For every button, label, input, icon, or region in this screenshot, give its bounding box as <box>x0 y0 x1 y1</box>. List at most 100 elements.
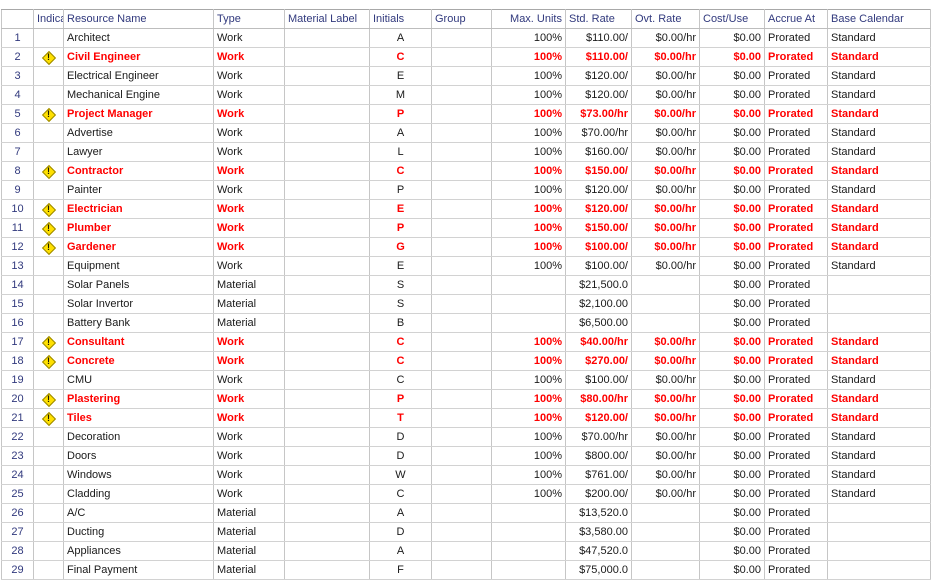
cell-std_rate[interactable]: $100.00/ <box>565 256 632 276</box>
cell-std_rate[interactable]: $120.00/ <box>565 199 632 219</box>
cell-ovt_rate[interactable]: $0.00/hr <box>631 237 700 257</box>
cell-base_calendar[interactable]: Standard <box>827 332 931 352</box>
cell-base_calendar[interactable]: Standard <box>827 370 931 390</box>
cell-material_label[interactable] <box>284 522 370 542</box>
cell-ovt_rate[interactable]: $0.00/hr <box>631 465 700 485</box>
cell-max_units[interactable] <box>491 541 566 561</box>
cell-std_rate[interactable]: $6,500.00 <box>565 313 632 333</box>
cell-ovt_rate[interactable]: $0.00/hr <box>631 180 700 200</box>
column-header-initials[interactable]: Initials <box>369 9 432 29</box>
cell-std_rate[interactable]: $40.00/hr <box>565 332 632 352</box>
cell-accrue_at[interactable]: Prorated <box>764 85 828 105</box>
indicator-cell[interactable] <box>33 180 64 200</box>
cell-name[interactable]: Solar Panels <box>63 275 214 295</box>
cell-accrue_at[interactable]: Prorated <box>764 256 828 276</box>
cell-material_label[interactable] <box>284 427 370 447</box>
cell-base_calendar[interactable]: Standard <box>827 237 931 257</box>
cell-cost_use[interactable]: $0.00 <box>699 389 765 409</box>
cell-cost_use[interactable]: $0.00 <box>699 351 765 371</box>
cell-group[interactable] <box>431 66 492 86</box>
cell-cost_use[interactable]: $0.00 <box>699 294 765 314</box>
cell-name[interactable]: Gardener <box>63 237 214 257</box>
cell-ovt_rate[interactable]: $0.00/hr <box>631 66 700 86</box>
cell-ovt_rate[interactable] <box>631 275 700 295</box>
cell-material_label[interactable] <box>284 465 370 485</box>
indicator-cell[interactable] <box>33 484 64 504</box>
cell-max_units[interactable]: 100% <box>491 256 566 276</box>
cell-initials[interactable]: E <box>369 66 432 86</box>
cell-ovt_rate[interactable]: $0.00/hr <box>631 256 700 276</box>
cell-type[interactable]: Work <box>213 370 285 390</box>
indicator-cell[interactable] <box>33 142 64 162</box>
cell-base_calendar[interactable]: Standard <box>827 104 931 124</box>
cell-base_calendar[interactable] <box>827 294 931 314</box>
cell-ovt_rate[interactable] <box>631 313 700 333</box>
cell-initials[interactable]: C <box>369 47 432 67</box>
cell-ovt_rate[interactable]: $0.00/hr <box>631 446 700 466</box>
cell-initials[interactable]: C <box>369 161 432 181</box>
cell-group[interactable] <box>431 275 492 295</box>
column-header-base_calendar[interactable]: Base Calendar <box>827 9 931 29</box>
cell-max_units[interactable]: 100% <box>491 85 566 105</box>
cell-ovt_rate[interactable]: $0.00/hr <box>631 370 700 390</box>
cell-material_label[interactable] <box>284 275 370 295</box>
cell-group[interactable] <box>431 161 492 181</box>
cell-cost_use[interactable]: $0.00 <box>699 484 765 504</box>
cell-group[interactable] <box>431 408 492 428</box>
cell-cost_use[interactable]: $0.00 <box>699 85 765 105</box>
cell-std_rate[interactable]: $75,000.0 <box>565 560 632 580</box>
indicator-cell[interactable] <box>33 28 64 48</box>
cell-base_calendar[interactable]: Standard <box>827 427 931 447</box>
cell-base_calendar[interactable]: Standard <box>827 408 931 428</box>
indicator-cell[interactable] <box>33 313 64 333</box>
cell-max_units[interactable] <box>491 275 566 295</box>
cell-ovt_rate[interactable]: $0.00/hr <box>631 484 700 504</box>
cell-base_calendar[interactable] <box>827 560 931 580</box>
cell-cost_use[interactable]: $0.00 <box>699 66 765 86</box>
cell-std_rate[interactable]: $110.00/ <box>565 28 632 48</box>
row-id-cell[interactable]: 2 <box>1 47 34 67</box>
cell-accrue_at[interactable]: Prorated <box>764 199 828 219</box>
cell-accrue_at[interactable]: Prorated <box>764 47 828 67</box>
cell-ovt_rate[interactable]: $0.00/hr <box>631 427 700 447</box>
cell-group[interactable] <box>431 28 492 48</box>
column-header-max_units[interactable]: Max. Units <box>491 9 566 29</box>
cell-name[interactable]: Electrician <box>63 199 214 219</box>
cell-std_rate[interactable]: $120.00/ <box>565 66 632 86</box>
cell-group[interactable] <box>431 237 492 257</box>
cell-type[interactable]: Work <box>213 199 285 219</box>
cell-material_label[interactable] <box>284 104 370 124</box>
cell-initials[interactable]: S <box>369 275 432 295</box>
indicator-cell[interactable] <box>33 560 64 580</box>
cell-group[interactable] <box>431 370 492 390</box>
cell-max_units[interactable]: 100% <box>491 408 566 428</box>
indicator-cell[interactable]: ! <box>33 332 64 352</box>
indicator-cell[interactable] <box>33 370 64 390</box>
cell-material_label[interactable] <box>284 47 370 67</box>
cell-max_units[interactable]: 100% <box>491 142 566 162</box>
cell-initials[interactable]: A <box>369 28 432 48</box>
cell-max_units[interactable]: 100% <box>491 161 566 181</box>
cell-name[interactable]: Lawyer <box>63 142 214 162</box>
cell-type[interactable]: Material <box>213 294 285 314</box>
row-id-cell[interactable]: 11 <box>1 218 34 238</box>
cell-name[interactable]: A/C <box>63 503 214 523</box>
cell-initials[interactable]: L <box>369 142 432 162</box>
cell-std_rate[interactable]: $100.00/ <box>565 370 632 390</box>
cell-accrue_at[interactable]: Prorated <box>764 446 828 466</box>
column-header-name[interactable]: Resource Name <box>63 9 214 29</box>
cell-initials[interactable]: T <box>369 408 432 428</box>
cell-material_label[interactable] <box>284 541 370 561</box>
cell-max_units[interactable] <box>491 294 566 314</box>
cell-name[interactable]: Architect <box>63 28 214 48</box>
cell-name[interactable]: Decoration <box>63 427 214 447</box>
cell-std_rate[interactable]: $2,100.00 <box>565 294 632 314</box>
cell-base_calendar[interactable]: Standard <box>827 389 931 409</box>
cell-cost_use[interactable]: $0.00 <box>699 161 765 181</box>
row-id-cell[interactable]: 3 <box>1 66 34 86</box>
cell-max_units[interactable]: 100% <box>491 332 566 352</box>
cell-group[interactable] <box>431 427 492 447</box>
cell-material_label[interactable] <box>284 161 370 181</box>
cell-name[interactable]: CMU <box>63 370 214 390</box>
indicator-cell[interactable]: ! <box>33 389 64 409</box>
